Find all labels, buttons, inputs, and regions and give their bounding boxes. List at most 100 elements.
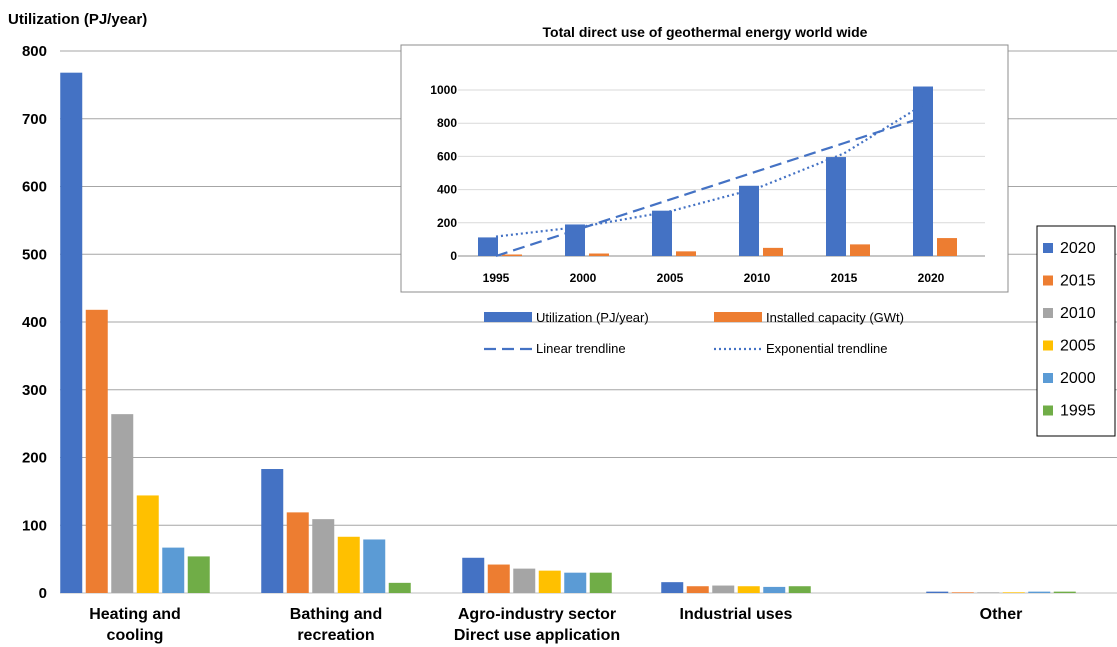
main-bar	[462, 557, 485, 593]
inset-x-tick-label: 2005	[657, 271, 684, 285]
inset-legend: Utilization (PJ/year) Installed capacity …	[484, 310, 904, 356]
main-bar	[977, 592, 1000, 593]
main-legend: 2020 2015 2010 2005 2000 1995	[1036, 225, 1116, 437]
inset-y-tick-labels: 0 200 400 600 800 1000	[430, 83, 457, 263]
main-bar	[136, 495, 159, 593]
main-bar	[513, 568, 536, 593]
main-x-tick-label: Bathing and	[290, 606, 382, 623]
main-bar	[951, 592, 974, 593]
inset-x-tick-label: 1995	[483, 271, 510, 285]
main-y-tick-label: 400	[22, 314, 47, 331]
inset-trendlines	[495, 99, 932, 258]
main-bar	[538, 570, 561, 593]
main-y-tick-label: 100	[22, 517, 47, 534]
main-bar	[261, 469, 284, 593]
main-chart: 0 100 200 300 400 500 600 700 800 Heating and coo…	[8, 11, 1117, 644]
main-bar	[85, 309, 108, 593]
inset-legend-label: Exponential trendline	[766, 341, 887, 356]
main-bar	[388, 582, 411, 593]
main-bar	[286, 512, 309, 593]
inset-trendline	[495, 99, 932, 238]
inset-x-tick-label: 2000	[570, 271, 597, 285]
main-y-axis-label: Utilization (PJ/year)	[8, 11, 147, 28]
inset-bar	[739, 185, 759, 256]
main-bar	[60, 72, 83, 594]
main-bar	[686, 586, 709, 593]
inset-bar	[676, 251, 696, 256]
main-bar	[1053, 591, 1076, 593]
inset-bar	[478, 237, 498, 256]
main-bar	[187, 556, 210, 593]
main-legend-label: 1995	[1060, 403, 1096, 420]
main-legend-swatch	[1043, 373, 1053, 383]
main-bar	[589, 572, 612, 593]
main-bar	[737, 586, 760, 593]
main-y-tick-label: 300	[22, 382, 47, 399]
main-bar	[363, 539, 386, 593]
main-y-tick-label: 800	[22, 43, 47, 60]
main-bar	[1002, 592, 1025, 593]
main-y-tick-label: 600	[22, 179, 47, 196]
main-bar	[926, 591, 949, 593]
inset-bar	[850, 244, 870, 256]
inset-y-tick-label: 0	[450, 249, 457, 263]
inset-bar	[763, 247, 783, 256]
inset-y-tick-label: 600	[437, 149, 457, 163]
main-legend-swatch	[1043, 275, 1053, 286]
inset-gridlines	[458, 89, 985, 257]
main-legend-label: 2005	[1060, 338, 1096, 355]
inset-x-tick-label: 2015	[831, 271, 858, 285]
main-y-tick-labels: 0 100 200 300 400 500 600 700 800	[22, 43, 47, 602]
main-y-tick-label: 500	[22, 246, 47, 263]
main-x-tick-label: cooling	[107, 627, 164, 644]
inset-legend-label: Utilization (PJ/year)	[536, 310, 649, 325]
main-bar	[763, 586, 786, 593]
main-legend-box	[1036, 225, 1116, 437]
main-x-tick-label: Other	[980, 606, 1023, 623]
inset-trendline	[495, 113, 932, 258]
main-x-tick-label: Heating and	[89, 606, 181, 623]
main-bar	[111, 414, 134, 593]
inset-legend-swatch	[714, 312, 762, 322]
main-x-tick-label: recreation	[297, 627, 374, 644]
main-y-tick-label: 200	[22, 450, 47, 467]
main-x-tick-label: Industrial uses	[680, 606, 793, 623]
main-bar	[337, 536, 360, 593]
inset-bar	[502, 254, 522, 256]
main-legend-label: 2020	[1060, 240, 1096, 257]
inset-x-tick-labels: 1995 2000 2005 2010 2015 2020	[483, 271, 945, 285]
main-bar	[712, 585, 735, 593]
main-bar	[661, 582, 684, 593]
inset-bar	[652, 210, 672, 256]
inset-y-tick-label: 800	[437, 116, 457, 130]
main-legend-swatch	[1043, 340, 1053, 351]
inset-legend-swatch	[484, 312, 532, 322]
main-bars	[60, 72, 1076, 594]
main-bar	[788, 586, 811, 593]
inset-bar	[913, 86, 933, 256]
main-x-tick-labels: Heating and cooling Bathing and recreation A…	[89, 606, 1022, 644]
main-legend-swatch	[1043, 243, 1053, 253]
inset-panel	[400, 44, 1009, 293]
main-y-tick-label: 0	[39, 585, 47, 602]
main-bar	[564, 572, 587, 593]
inset-legend-label: Installed capacity (GWt)	[766, 310, 904, 325]
inset-bar	[826, 157, 846, 256]
main-x-tick-label: Direct use application	[454, 627, 620, 644]
main-bar	[162, 547, 185, 593]
inset-x-tick-label: 2010	[744, 271, 771, 285]
main-legend-label: 2000	[1060, 370, 1096, 387]
main-bar	[487, 564, 510, 593]
main-legend-swatch	[1043, 405, 1053, 416]
inset-legend-label: Linear trendline	[536, 341, 626, 356]
inset-bar	[589, 253, 609, 256]
inset-title: Total direct use of geothermal energy wo…	[543, 24, 868, 40]
inset-y-tick-label: 1000	[430, 83, 457, 97]
main-legend-swatch	[1043, 308, 1053, 318]
inset-bars	[478, 86, 957, 256]
main-x-tick-label: Agro-industry sector	[458, 606, 616, 623]
main-legend-label: 2015	[1060, 273, 1096, 290]
main-y-tick-label: 700	[22, 111, 47, 128]
inset-bar	[937, 238, 957, 256]
